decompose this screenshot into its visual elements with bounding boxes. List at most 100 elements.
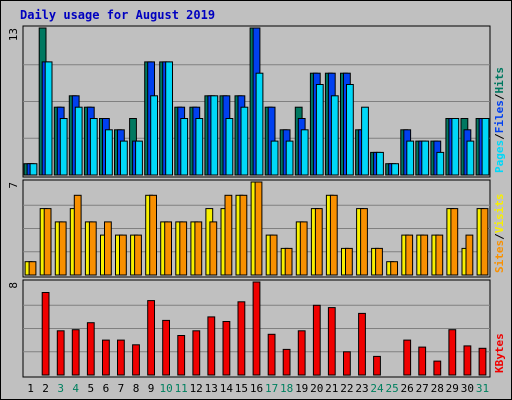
bar-sites-day-1 [28, 261, 37, 276]
bar-pages-day-9 [150, 95, 158, 176]
bar-kbytes-day-7 [117, 339, 125, 376]
legend-item-visits: Visits [493, 194, 506, 234]
bar-sites-day-16 [254, 181, 263, 276]
bar-sites-day-17 [269, 234, 278, 276]
legend-separator: / [493, 133, 506, 140]
bar-pages-day-13 [210, 95, 219, 176]
bar-kbytes-day-16 [252, 281, 261, 376]
x-tick-day-21: 21 [325, 382, 338, 395]
bar-pages-day-4 [74, 106, 83, 176]
x-tick-day-25: 25 [385, 382, 398, 395]
bar-pages-day-15 [240, 106, 249, 176]
bar-sites-day-19 [299, 221, 308, 276]
bar-sites-day-9 [149, 194, 157, 276]
x-tick-day-14: 14 [220, 382, 234, 395]
bar-sites-day-30 [465, 234, 474, 276]
bar-sites-day-21 [329, 194, 338, 276]
bar-kbytes-day-31 [478, 347, 487, 376]
bar-pages-day-22 [346, 84, 354, 176]
bar-kbytes-day-3 [56, 330, 65, 376]
bar-kbytes-day-13 [207, 316, 216, 376]
bar-pages-day-10 [165, 61, 173, 176]
x-tick-day-22: 22 [340, 382, 353, 395]
bar-sites-day-18 [284, 247, 293, 276]
bar-sites-day-10 [164, 221, 172, 276]
bar-sites-day-27 [420, 234, 429, 276]
bar-kbytes-day-8 [132, 344, 140, 376]
bar-pages-day-29 [451, 118, 460, 176]
x-tick-day-23: 23 [355, 382, 368, 395]
legend-item-sites: Sites [493, 240, 506, 273]
bar-sites-day-5 [88, 221, 97, 276]
y-max-label: 13 [7, 28, 20, 41]
bar-pages-day-30 [466, 140, 475, 176]
bar-sites-day-6 [104, 221, 112, 276]
bar-pages-day-23 [361, 106, 369, 176]
bar-kbytes-day-11 [177, 335, 186, 376]
bar-sites-day-24 [375, 247, 383, 276]
bar-sites-day-20 [314, 208, 323, 276]
bar-kbytes-day-23 [358, 312, 366, 376]
legend-kbytes: KBytes [493, 333, 506, 373]
bar-pages-day-11 [180, 118, 189, 176]
panel-kbytes: 8 KBytes [7, 279, 506, 378]
x-tick-day-27: 27 [416, 382, 429, 395]
bar-kbytes-day-30 [463, 345, 472, 376]
bar-kbytes-day-10 [162, 319, 170, 376]
bar-sites-day-26 [405, 234, 414, 276]
bar-sites-day-22 [345, 247, 353, 276]
bar-pages-day-28 [436, 151, 445, 176]
legend-separator: / [493, 93, 506, 100]
bar-kbytes-day-18 [282, 348, 291, 376]
bar-pages-day-6 [105, 129, 113, 176]
x-tick-day-8: 8 [133, 382, 140, 395]
x-tick-day-28: 28 [431, 382, 444, 395]
bar-sites-day-11 [179, 221, 188, 276]
bar-sites-day-23 [360, 208, 368, 276]
bar-pages-day-5 [89, 118, 98, 176]
bar-pages-day-18 [285, 140, 294, 176]
legend-hits: Pages/Files/Hits [493, 67, 506, 173]
x-tick-day-1: 1 [27, 382, 34, 395]
bar-kbytes-day-24 [373, 355, 381, 376]
x-tick-day-29: 29 [446, 382, 459, 395]
bar-kbytes-day-17 [267, 333, 276, 376]
x-tick-day-20: 20 [310, 382, 323, 395]
x-tick-day-24: 24 [370, 382, 384, 395]
bar-pages-day-16 [255, 72, 264, 176]
bar-pages-day-24 [376, 151, 384, 176]
bar-sites-day-7 [119, 234, 127, 276]
bar-pages-day-25 [391, 163, 400, 176]
bar-kbytes-day-2 [41, 292, 50, 376]
x-tick-day-11: 11 [175, 382, 188, 395]
bar-sites-day-3 [58, 221, 67, 276]
x-tick-day-3: 3 [57, 382, 64, 395]
bar-kbytes-day-15 [237, 301, 246, 376]
bar-kbytes-day-14 [222, 321, 231, 376]
legend-separator: / [493, 233, 506, 240]
y-max-label: 7 [7, 182, 20, 189]
bar-kbytes-day-12 [192, 330, 201, 376]
chart-title: Daily usage for August 2019 [20, 8, 215, 22]
x-tick-day-5: 5 [87, 382, 94, 395]
x-tick-day-18: 18 [280, 382, 293, 395]
bar-kbytes-day-6 [102, 339, 110, 376]
x-tick-day-16: 16 [250, 382, 263, 395]
x-tick-day-13: 13 [205, 382, 218, 395]
bar-pages-day-2 [44, 61, 53, 176]
bar-kbytes-day-26 [403, 339, 412, 376]
x-tick-day-17: 17 [265, 382, 278, 395]
bar-sites-day-15 [239, 194, 248, 276]
bar-sites-day-2 [43, 208, 52, 276]
x-tick-day-9: 9 [148, 382, 155, 395]
bar-sites-day-12 [194, 221, 203, 276]
x-tick-day-10: 10 [159, 382, 172, 395]
x-tick-day-15: 15 [235, 382, 248, 395]
bar-pages-day-7 [120, 140, 128, 176]
panel-hits: 13 Pages/Files/Hits [7, 25, 506, 178]
legend-item-hits: Hits [493, 67, 506, 94]
x-tick-day-12: 12 [190, 382, 203, 395]
bar-sites-day-4 [73, 194, 82, 276]
